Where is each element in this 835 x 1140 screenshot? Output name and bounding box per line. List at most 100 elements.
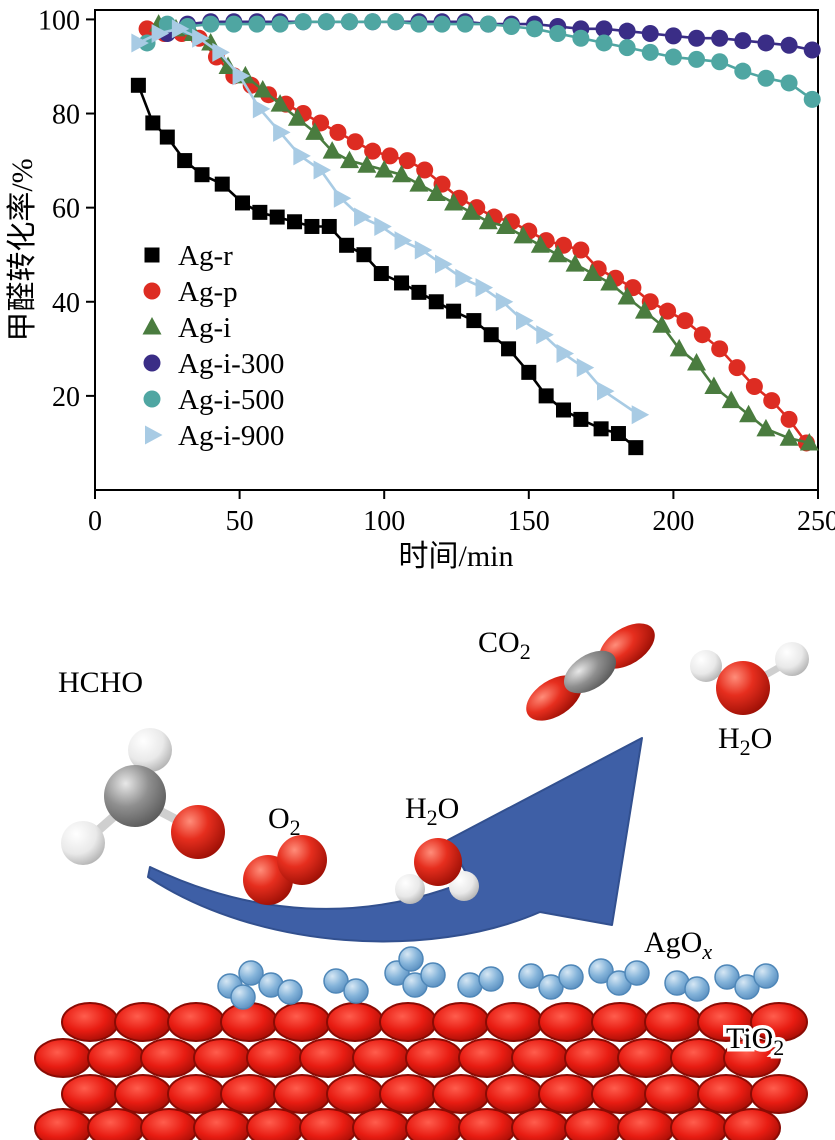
tio2-sphere xyxy=(273,1002,331,1042)
tio2-sphere xyxy=(538,1002,596,1042)
data-point xyxy=(433,15,451,33)
data-point xyxy=(704,376,724,394)
data-point xyxy=(138,20,156,38)
agox-particle xyxy=(558,964,584,990)
hydrogen-atom xyxy=(690,650,722,682)
series-ag-i-900 xyxy=(131,19,650,425)
data-point xyxy=(364,13,382,31)
legend-marker xyxy=(143,354,161,372)
data-point xyxy=(711,340,729,358)
tio2-sphere xyxy=(114,1002,172,1042)
data-point xyxy=(521,364,537,380)
data-point xyxy=(411,284,427,300)
data-point xyxy=(158,15,176,33)
agox-particle xyxy=(457,972,483,998)
data-point xyxy=(526,20,544,38)
data-point xyxy=(803,41,821,59)
data-point xyxy=(321,218,337,234)
agox-particle xyxy=(684,976,710,1002)
legend: Ag-r Ag-p Ag-i Ag-i-300 Ag-i-500 Ag-i-900 xyxy=(142,240,284,452)
tio2-sphere xyxy=(670,1108,728,1140)
tio2-sphere xyxy=(246,1038,304,1078)
legend-marker xyxy=(143,390,161,408)
data-point xyxy=(346,133,364,151)
data-point xyxy=(329,123,347,141)
y-axis-label: 甲醛转化率/% xyxy=(6,158,39,341)
series-ag-r xyxy=(130,77,644,456)
data-point xyxy=(398,152,416,170)
data-point xyxy=(780,36,798,54)
data-point xyxy=(340,13,358,31)
agox-clusters xyxy=(217,946,779,1010)
data-point xyxy=(721,390,741,409)
tio2-sphere xyxy=(432,1074,490,1114)
data-point xyxy=(145,115,161,131)
data-point xyxy=(322,141,342,159)
data-point xyxy=(483,327,499,343)
y-tick-label: 20 xyxy=(52,382,80,413)
data-point xyxy=(354,207,372,227)
legend-marker xyxy=(145,425,163,445)
data-point xyxy=(593,421,609,437)
tio2-sphere xyxy=(697,1074,755,1114)
tio2-sphere xyxy=(167,1002,225,1042)
data-point xyxy=(253,80,273,98)
data-point xyxy=(711,53,729,71)
data-point xyxy=(538,388,554,404)
data-point xyxy=(664,48,682,66)
tio2-sphere xyxy=(220,1074,278,1114)
data-point xyxy=(556,344,575,364)
data-point xyxy=(410,15,428,33)
legend-marker xyxy=(142,317,162,335)
data-point xyxy=(634,301,654,319)
h2o-molecule-left xyxy=(395,838,479,904)
hydrogen-atom xyxy=(775,642,809,676)
data-point xyxy=(688,29,706,47)
data-point xyxy=(495,292,514,312)
tio2-sphere xyxy=(326,1002,384,1042)
hydrogen-atom xyxy=(128,728,172,772)
plot-frame xyxy=(94,9,819,491)
data-point xyxy=(669,338,689,357)
x-tick-label: 250 xyxy=(797,506,835,537)
data-point xyxy=(693,326,711,344)
agox-particle xyxy=(518,963,544,989)
x-tick-label: 100 xyxy=(363,506,405,537)
data-point xyxy=(610,426,626,442)
data-point xyxy=(573,411,589,427)
tio2-sphere xyxy=(723,1038,781,1078)
data-point xyxy=(479,15,497,33)
data-point xyxy=(687,352,707,371)
data-point xyxy=(803,90,821,108)
data-point xyxy=(171,19,190,39)
tio2-sphere xyxy=(617,1108,675,1140)
data-point xyxy=(641,43,659,61)
data-point xyxy=(381,147,399,165)
data-point xyxy=(565,254,585,272)
tio2-sphere xyxy=(299,1038,357,1078)
data-point xyxy=(416,161,434,179)
hydrogen-atom xyxy=(395,874,425,904)
data-point xyxy=(131,33,149,53)
tio2-sphere xyxy=(220,1002,278,1042)
hcho-label-text: HCHO xyxy=(58,666,143,699)
data-point xyxy=(536,325,554,345)
data-point xyxy=(287,108,307,126)
data-point xyxy=(502,17,520,35)
data-point xyxy=(435,254,453,274)
legend-marker xyxy=(143,282,161,300)
data-point xyxy=(631,405,650,425)
agox-particle xyxy=(478,966,504,992)
data-point xyxy=(364,142,382,160)
carbon-atom xyxy=(563,650,617,694)
agox-particle xyxy=(230,984,256,1010)
data-point xyxy=(392,164,412,183)
data-point xyxy=(576,358,595,378)
y-tick-label: 40 xyxy=(52,288,80,319)
data-point xyxy=(357,155,377,173)
tio2-sphere xyxy=(61,1074,119,1114)
data-point xyxy=(428,294,444,310)
data-point xyxy=(641,25,659,43)
data-point xyxy=(374,216,392,236)
agox-label: AgOx xyxy=(644,926,712,964)
